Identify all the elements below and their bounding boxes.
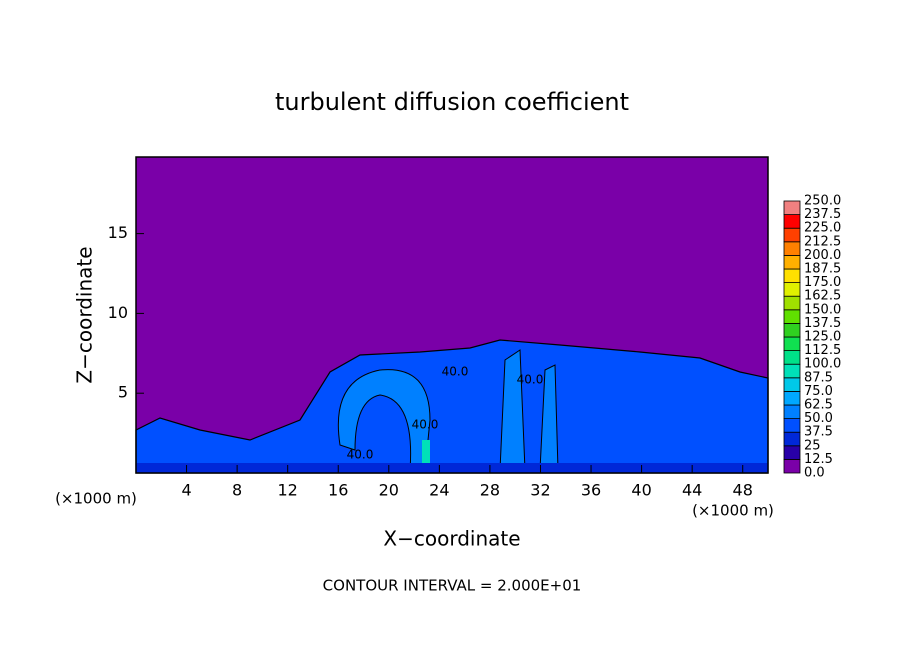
colorbar-swatch (783, 268, 801, 284)
contour-label: 40.0 (442, 365, 469, 379)
colorbar-label: 250.0 (804, 194, 841, 209)
contour-label: 40.0 (412, 418, 439, 432)
plot-frame (135, 156, 769, 474)
x-tick-label: 12 (278, 481, 298, 500)
colorbar-swatch (783, 241, 801, 256)
x-tick-label: 28 (480, 481, 500, 500)
x-tick-label: 40 (631, 481, 651, 500)
colorbar-swatch (783, 445, 801, 460)
x-tick-label: 4 (181, 481, 191, 500)
colorbar-label: 100.0 (804, 357, 841, 372)
colorbar-swatch (783, 322, 801, 338)
colorbar-label: 25 (804, 438, 821, 453)
colorbar-swatch (783, 404, 801, 420)
colorbar-swatch (783, 418, 801, 433)
colorbar-label: 0.0 (804, 466, 825, 481)
colorbar-label: 62.5 (804, 398, 833, 413)
colorbar-swatch (783, 458, 801, 474)
colorbar-swatch (783, 227, 801, 243)
colorbar-label: 87.5 (804, 370, 833, 385)
colorbar-label: 162.5 (804, 289, 841, 304)
colorbar-label: 112.5 (804, 343, 841, 358)
colorbar-swatch (783, 214, 801, 229)
colorbar-label: 125.0 (804, 330, 841, 345)
x-tick-label: 8 (232, 481, 242, 500)
y-axis-label: Z−coordinate (73, 246, 97, 383)
colorbar-swatch (783, 309, 801, 324)
turbulent-jet (422, 440, 430, 473)
y-unit: (×1000 m) (692, 502, 774, 520)
colorbar-label: 175.0 (804, 275, 841, 290)
x-tick-label: 44 (682, 481, 702, 500)
colorbar-swatch (783, 336, 801, 352)
colorbar-label: 237.5 (804, 207, 841, 222)
colorbar-swatch (783, 295, 801, 311)
colorbar-label: 75.0 (804, 384, 833, 399)
chart-title: turbulent diffusion coefficient (275, 88, 629, 116)
lower-band (136, 463, 768, 473)
x-tick-label: 48 (733, 481, 753, 500)
colorbar-swatch (783, 282, 801, 297)
colorbar-swatch (783, 350, 801, 365)
y-tick-label: 10 (108, 303, 128, 322)
colorbar-label: 200.0 (804, 248, 841, 263)
colorbar-swatch (783, 363, 801, 379)
colorbar-label: 50.0 (804, 411, 833, 426)
colorbar-label: 137.5 (804, 316, 841, 331)
y-tick-label: 5 (118, 383, 128, 402)
colorbar-label: 187.5 (804, 262, 841, 277)
field: 40.0 40.0 40.0 40.0 (135, 157, 769, 474)
x-unit: (×1000 m) (55, 490, 137, 508)
colorbar-swatch (783, 431, 801, 447)
x-tick-label: 24 (429, 481, 449, 500)
colorbar-label: 150.0 (804, 302, 841, 317)
x-tick-label: 32 (530, 481, 550, 500)
colorbar-label: 212.5 (804, 234, 841, 249)
colorbar-swatch (783, 254, 801, 270)
x-tick-label: 36 (581, 481, 601, 500)
contour-note: CONTOUR INTERVAL = 2.000E+01 (323, 577, 582, 595)
x-tick-label: 16 (328, 481, 348, 500)
colorbar-label: 225.0 (804, 221, 841, 236)
contour-label: 40.0 (517, 373, 544, 387)
colorbar-label: 37.5 (804, 425, 833, 440)
colorbar-swatch (783, 377, 801, 392)
colorbar-swatch (783, 390, 801, 406)
y-tick-label: 15 (108, 223, 128, 242)
x-tick-label: 20 (379, 481, 399, 500)
x-axis-label: X−coordinate (383, 527, 520, 551)
colorbar-label: 12.5 (804, 452, 833, 467)
colorbar-swatch (783, 200, 801, 216)
contour-label: 40.0 (347, 448, 374, 462)
